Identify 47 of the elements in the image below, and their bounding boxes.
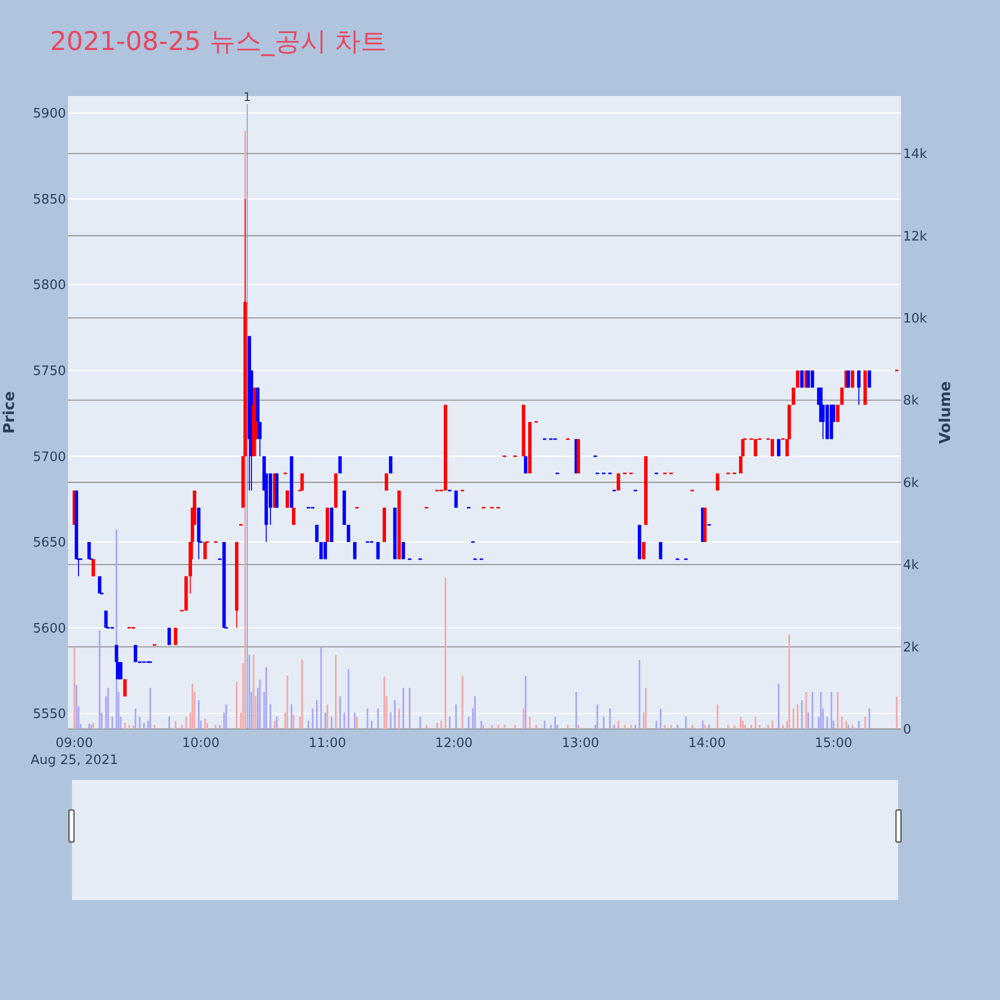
candlestick [324,542,327,560]
x-tick-label: 11:00 [308,736,346,751]
y-tick-label: 5600 [32,621,66,636]
x-tick-label: 14:00 [688,736,726,751]
candlestick [524,456,528,474]
candlestick [292,507,296,526]
candlestick [840,387,844,406]
x-tick-label: 09:00 Aug 25, 2021 [30,736,118,768]
y2-tick-label: 6k [903,476,920,491]
candlestick [792,387,796,406]
y-tick-label: 5650 [32,536,66,551]
candlestick [836,404,840,422]
candlestick [776,438,780,457]
candlestick [123,678,127,697]
ref-line-label: 1 [243,90,252,104]
y-tick-label: 5550 [32,707,66,722]
candlestick [402,542,406,560]
candlestick [770,438,774,457]
x-tick-label: 10:00 [182,736,220,751]
y2-tick-label: 8k [903,394,920,409]
candlestick [658,542,662,560]
y-tick-label: 5700 [32,450,66,465]
candlestick [388,456,392,474]
y2-axis-title: Volume [936,381,954,444]
y2-tick-label: 10k [903,312,928,327]
y2-tick-label: 12k [903,229,928,244]
candlestick [338,456,342,474]
chart-title: 2021-08-25 뉴스_공시 차트 [50,27,387,57]
candlestick [286,490,290,508]
y-axis-title: Price [0,391,18,434]
y-tick-label: 5900 [32,106,66,122]
y2-tick-label: 4k [903,558,920,574]
candlestick [857,370,861,406]
x-tick-label: 13:00 [562,736,600,751]
y-tick-label: 5800 [32,278,66,294]
y-tick-label: 5850 [32,192,66,208]
candlestick [319,542,323,560]
candlestick [642,542,646,560]
candlestick [353,542,357,560]
y-tick-label: 5750 [32,364,66,380]
y2-tick-label: 2k [903,640,920,656]
y2-tick-label: 14k [903,147,928,162]
y2-tick-label: 0 [903,722,912,738]
candlestick [168,627,171,646]
x-tick-label: 15:00 [814,736,852,751]
x-tick-label: 12:00 [435,736,473,751]
candlestick [174,627,178,646]
